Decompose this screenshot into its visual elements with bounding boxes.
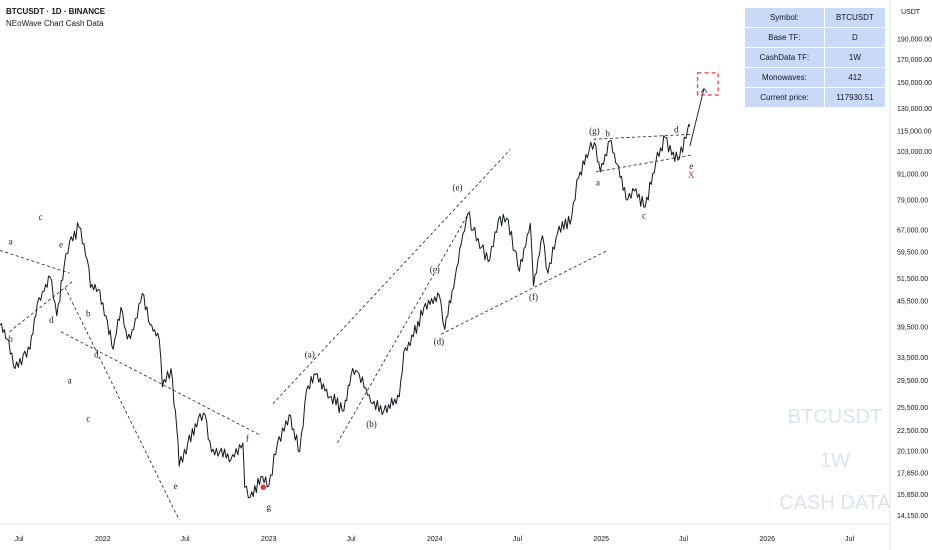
- info-label: Current price:: [744, 87, 825, 108]
- trend-line: [9, 279, 75, 333]
- trend-line: [0, 250, 70, 274]
- x-tick-label: Jul: [347, 536, 356, 543]
- y-tick-label: 45,500.00: [897, 299, 928, 306]
- time-axis[interactable]: Jul 2022 Jul 2023 Jul 2024 Jul 2025 Jul 2026 Jul: [0, 523, 890, 543]
- indicator-name: NEoWave Chart Cash Data: [6, 19, 104, 28]
- price-line: [0, 123, 691, 499]
- y-tick-label: 51,500.00: [897, 276, 928, 283]
- trend-line: [60, 331, 259, 435]
- y-tick-label: 15,850.00: [897, 492, 928, 499]
- wave-label: (d): [434, 337, 445, 347]
- trend-line: [337, 209, 472, 444]
- wave-label: e: [59, 239, 63, 249]
- y-tick-label: 115,000.00: [897, 129, 932, 136]
- y-tick-label: 20,100.00: [897, 448, 928, 455]
- y-tick-label: 103,000.00: [897, 149, 932, 156]
- info-value: D: [823, 27, 887, 48]
- info-row: Monowaves: 412: [744, 67, 887, 88]
- info-label: Base TF:: [744, 27, 825, 48]
- y-tick-label: 67,000.00: [897, 228, 928, 235]
- info-table: Symbol: BTCUSDT Base TF: D CashData TF: 1W …: [744, 7, 887, 108]
- wave-label: X: [688, 170, 695, 180]
- x-tick-label: Jul: [845, 536, 854, 543]
- x-tick-label: Jul: [181, 536, 190, 543]
- y-tick-label: 33,500.00: [897, 355, 928, 362]
- projection-line: [689, 88, 705, 147]
- low-marker: [260, 484, 267, 490]
- price-axis[interactable]: USDT 190,000.00 170,000.00 150,000.00 130,00…: [889, 0, 932, 550]
- x-tick-label: 2023: [261, 536, 277, 543]
- wave-label: (f): [529, 292, 538, 302]
- projection: [260, 72, 719, 490]
- wave-label: b: [605, 128, 610, 138]
- wave-label: (b): [366, 419, 377, 429]
- x-tick-label: 2026: [759, 536, 775, 543]
- wave-label: b: [8, 334, 13, 344]
- y-tick-label: 79,000.00: [897, 197, 928, 204]
- wave-label: f: [246, 434, 249, 444]
- y-tick-label: 130,000.00: [897, 106, 932, 113]
- wave-label: a: [596, 177, 600, 187]
- currency-label: USDT: [901, 9, 921, 16]
- watermark-timeframe: 1W: [820, 450, 850, 472]
- trend-lines: [0, 133, 693, 521]
- wave-label: (a): [305, 350, 315, 360]
- info-row: Current price: 117930.51: [744, 87, 887, 108]
- trend-line: [64, 287, 180, 521]
- wave-label: a: [8, 236, 12, 246]
- info-label: CashData TF:: [744, 47, 825, 68]
- price-series: [0, 123, 691, 499]
- info-row: Base TF: D: [744, 27, 887, 48]
- wave-label: d: [94, 350, 99, 360]
- watermark-caption: CASH DATA: [779, 492, 891, 514]
- x-tick-label: 2022: [95, 536, 111, 543]
- info-value: 1W: [823, 47, 887, 68]
- y-tick-label: 39,500.00: [897, 325, 928, 332]
- wave-label: c: [38, 212, 42, 222]
- y-tick-label: 150,000.00: [897, 80, 932, 87]
- watermark-symbol: BTCUSDT: [787, 406, 883, 428]
- x-tick-label: Jul: [15, 536, 24, 543]
- wave-label: e: [689, 161, 693, 171]
- wave-label: g: [267, 502, 272, 512]
- projection-arrowhead: [700, 87, 708, 93]
- wave-label: d: [674, 124, 679, 134]
- wave-label: c: [86, 413, 90, 423]
- y-tick-label: 91,000.00: [897, 172, 928, 179]
- y-tick-label: 14,150.00: [897, 513, 928, 520]
- y-tick-label: 25,500.00: [897, 405, 928, 412]
- wave-label: (e): [453, 183, 463, 193]
- info-label: Monowaves:: [744, 67, 825, 88]
- y-tick-label: 190,000.00: [897, 36, 932, 43]
- wave-label: e: [174, 481, 178, 491]
- info-row: Symbol: BTCUSDT: [744, 7, 887, 28]
- target-box: [697, 72, 719, 96]
- y-tick-label: 170,000.00: [897, 57, 932, 64]
- info-label: Symbol:: [744, 7, 825, 28]
- y-tick-label: 59,500.00: [897, 249, 928, 256]
- x-tick-label: 2025: [593, 536, 609, 543]
- info-value: 117930.51: [823, 87, 887, 108]
- wave-label: b: [86, 309, 91, 319]
- chart-title: BTCUSDT · 1D · BINANCE: [6, 7, 106, 16]
- wave-label: c: [642, 211, 646, 221]
- wave-label: (g): [589, 126, 600, 136]
- info-value: BTCUSDT: [823, 7, 887, 28]
- info-value: 412: [823, 67, 887, 88]
- wave-label: a: [68, 376, 72, 386]
- x-tick-label: Jul: [679, 536, 688, 543]
- trend-line: [440, 250, 608, 335]
- wave-label: (c): [430, 265, 440, 275]
- x-tick-label: 2024: [427, 536, 443, 543]
- y-tick-label: 17,850.00: [897, 470, 928, 477]
- wave-label: d: [49, 315, 54, 325]
- y-tick-label: 29,500.00: [897, 378, 928, 385]
- y-tick-label: 22,500.00: [897, 428, 928, 435]
- x-tick-label: Jul: [513, 536, 522, 543]
- info-row: CashData TF: 1W: [744, 47, 887, 68]
- trend-line: [272, 149, 511, 405]
